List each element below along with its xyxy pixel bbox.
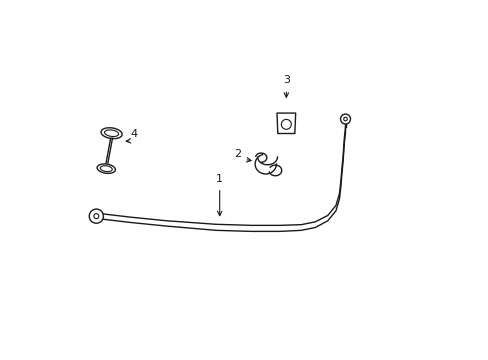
Text: 4: 4 (130, 129, 137, 139)
Ellipse shape (101, 128, 122, 139)
Polygon shape (276, 113, 295, 134)
Text: 2: 2 (233, 149, 241, 159)
Text: 3: 3 (282, 75, 289, 85)
Text: 1: 1 (216, 174, 223, 184)
Circle shape (340, 114, 350, 124)
Circle shape (89, 209, 103, 223)
Ellipse shape (97, 164, 115, 174)
